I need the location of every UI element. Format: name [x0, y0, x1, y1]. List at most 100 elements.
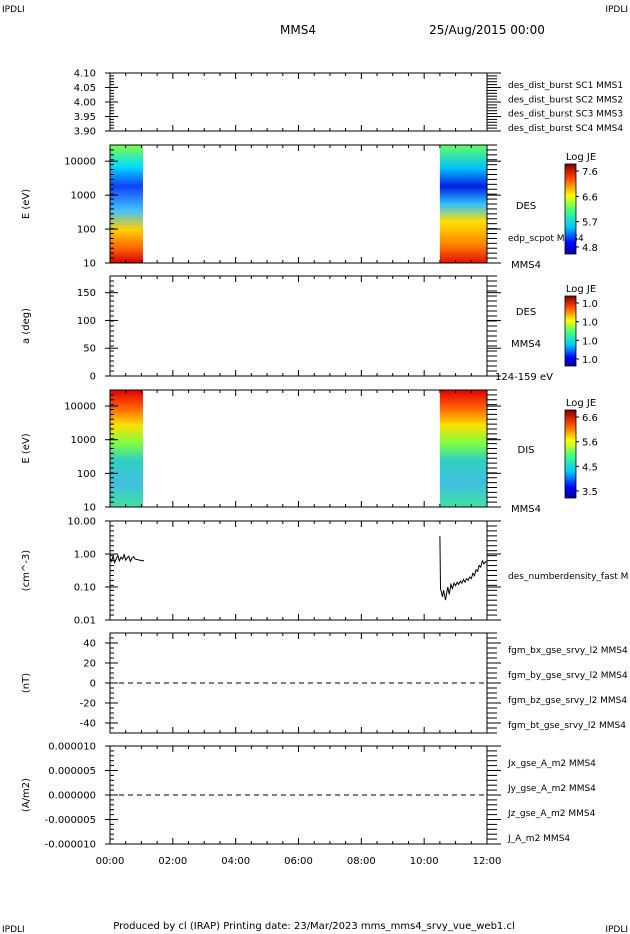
y-axis-label: (cm^-3) [21, 550, 32, 591]
y-tick-label: 10000 [64, 402, 96, 413]
colorbar-title: Log JE [566, 398, 596, 409]
legend-entry: Jx_gse_A_m2 MMS4 [507, 759, 596, 769]
spectrogram-block [110, 145, 143, 263]
colorbar-tick-label: 1.0 [582, 299, 598, 310]
colorbar [564, 409, 577, 499]
y-axis-label: E (eV) [21, 433, 32, 463]
colorbar-title: Log JE [566, 284, 596, 295]
colorbar-tick-label: 6.6 [582, 413, 598, 424]
x-tick-label: 04:00 [221, 856, 250, 867]
y-tick-label: 50 [83, 344, 96, 355]
y-tick-label: 100 [77, 469, 96, 480]
spacecraft-label: MMS4 [511, 339, 541, 350]
x-tick-label: 10:00 [410, 856, 439, 867]
spectrogram-block [439, 145, 487, 263]
footer-text: Produced by cl (IRAP) Printing date: 23/… [113, 921, 514, 932]
y-tick-label: 40 [83, 639, 96, 650]
y-tick-label: 0 [90, 679, 96, 690]
y-tick-label: -20 [80, 699, 96, 710]
colorbar-tick-label: 1.0 [582, 355, 598, 366]
colorbar-tick-label: 5.7 [582, 218, 598, 229]
legend-entry: des_dist_burst SC1 MMS1 [508, 81, 623, 91]
y-axis-label: a (deg) [21, 308, 32, 344]
y-tick-label: -40 [80, 719, 96, 730]
colorbar [564, 163, 577, 255]
legend-entry: edp_scpot MMS4 [508, 234, 584, 244]
spacecraft-title: MMS4 [280, 23, 316, 37]
y-tick-label: 0.000010 [48, 742, 96, 753]
species-label: DIS [518, 445, 535, 456]
colorbar [564, 295, 577, 367]
x-tick-label: 12:00 [473, 856, 502, 867]
y-tick-label: 20 [83, 659, 96, 670]
species-label: DES [516, 201, 536, 212]
colorbar-tick-label: 1.0 [582, 318, 598, 329]
species-label: DES [516, 307, 536, 318]
colorbar-tick-label: 4.5 [582, 462, 598, 473]
density-series-line [109, 553, 145, 565]
legend-entry: Jz_gse_A_m2 MMS4 [507, 809, 596, 819]
legend-entry: fgm_bz_gse_srvy_l2 MMS4 [508, 696, 627, 706]
legend-entry: fgm_bt_gse_srvy_l2 MMS4 [508, 721, 626, 731]
y-axis-label: (A/m2) [21, 778, 32, 812]
y-tick-label: 4.10 [74, 69, 96, 80]
spacecraft-label: MMS4 [511, 504, 541, 515]
spacecraft-label: MMS4 [511, 260, 541, 271]
y-tick-label: 0.10 [74, 583, 96, 594]
x-tick-label: 00:00 [96, 856, 125, 867]
y-tick-label: 1.00 [74, 550, 96, 561]
y-tick-label: -0.000005 [45, 815, 96, 826]
energy-range-label: 124-159 eV [495, 372, 553, 383]
y-tick-label: 100 [77, 316, 96, 327]
density-series-line [439, 535, 488, 601]
y-axis-label: (nT) [21, 673, 32, 693]
y-tick-label: 10 [83, 503, 96, 514]
spectrogram-block [110, 390, 143, 507]
panel-burst [109, 72, 488, 132]
y-axis-label: E (eV) [21, 189, 32, 219]
legend-entry: des_dist_burst SC2 MMS2 [508, 95, 623, 105]
y-tick-label: -0.000010 [45, 840, 96, 851]
colorbar-tick-label: 1.0 [582, 336, 598, 347]
y-tick-label: 4.00 [74, 98, 96, 109]
y-tick-label: 0.000000 [48, 791, 96, 802]
y-tick-label: 3.95 [74, 112, 96, 123]
spectrogram-block [439, 390, 487, 507]
date-title: 25/Aug/2015 00:00 [429, 23, 545, 37]
legend-entry: des_numberdensity_fast M [508, 572, 628, 582]
y-tick-label: 10000 [64, 157, 96, 168]
y-tick-label: 100 [77, 225, 96, 236]
panel-des-energy [109, 144, 488, 264]
corner-label: IPDLI [2, 5, 25, 15]
panel-dis-energy [109, 389, 488, 508]
y-tick-label: 10 [83, 259, 96, 270]
y-tick-label: 3.90 [74, 127, 96, 138]
corner-label: IPDLI [2, 925, 25, 934]
legend-entry: fgm_bx_gse_srvy_l2 MMS4 [508, 646, 628, 656]
panel-pitch-angle [109, 275, 488, 377]
colorbar-tick-label: 3.5 [582, 487, 598, 498]
legend-entry: Jy_gse_A_m2 MMS4 [507, 784, 596, 794]
colorbar-title: Log JE [566, 152, 596, 163]
colorbar-tick-label: 5.6 [582, 438, 598, 449]
y-tick-label: 1000 [71, 191, 96, 202]
corner-label: IPDLI [605, 925, 628, 934]
y-tick-label: 10.00 [67, 517, 96, 528]
y-tick-label: 4.05 [74, 83, 96, 94]
colorbar-tick-label: 6.6 [582, 192, 598, 203]
panel-density [109, 520, 488, 621]
x-tick-label: 02:00 [158, 856, 187, 867]
legend-entry: J_A_m2 MMS4 [507, 834, 570, 844]
legend-entry: fgm_by_gse_srvy_l2 MMS4 [508, 671, 628, 681]
y-tick-label: 0.000005 [48, 766, 96, 777]
legend-entry: des_dist_burst SC3 MMS3 [508, 110, 623, 120]
colorbar-tick-label: 7.6 [582, 167, 598, 178]
y-tick-label: 0 [90, 372, 96, 383]
x-tick-label: 08:00 [347, 856, 376, 867]
y-tick-label: 0.01 [74, 616, 96, 627]
corner-label: IPDLI [605, 5, 628, 15]
colorbar-tick-label: 4.8 [582, 243, 598, 254]
x-tick-label: 06:00 [284, 856, 313, 867]
legend-entry: des_dist_burst SC4 MMS4 [508, 124, 623, 134]
